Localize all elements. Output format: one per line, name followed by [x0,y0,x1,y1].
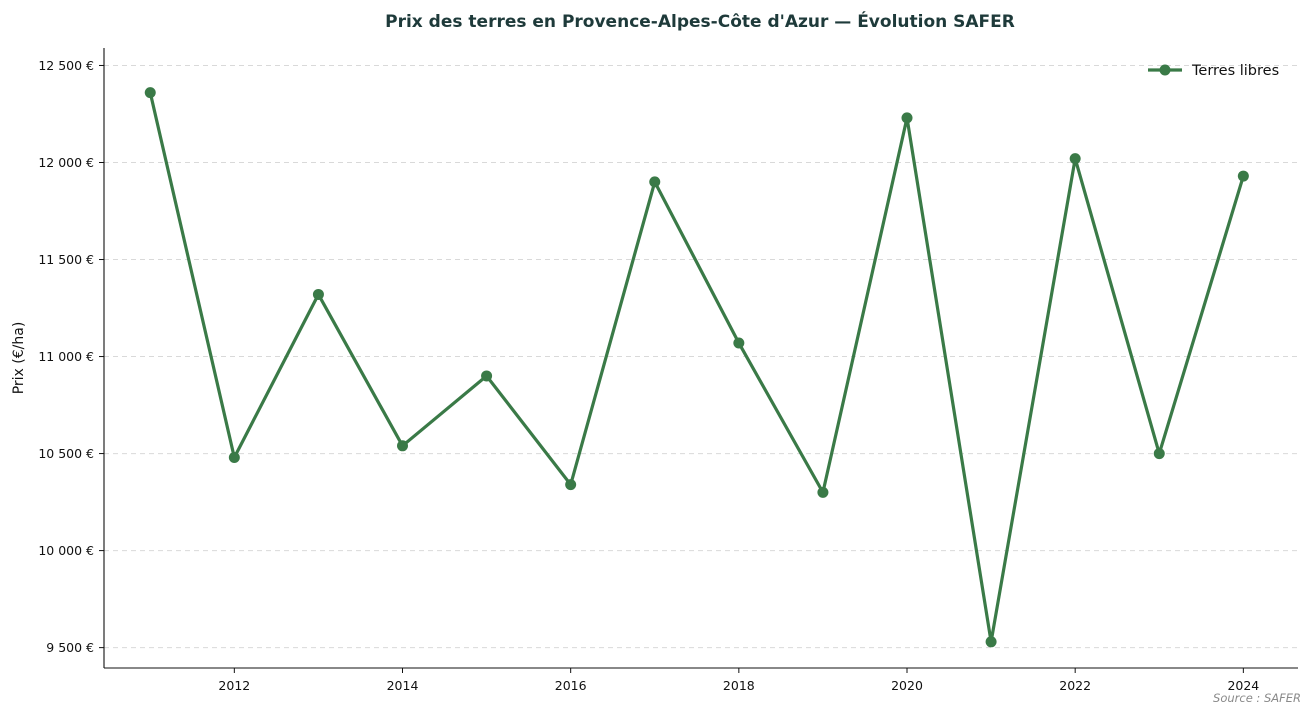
x-tick-label-2014: 2014 [387,678,419,693]
y-tick-label-11000: 11 000 € [38,349,94,364]
data-point-2023 [1153,448,1165,460]
series-line-0 [148,92,1245,643]
data-point-2011 [144,87,156,99]
x-tick-label-2012: 2012 [218,678,250,693]
legend: Terres libres [1148,63,1279,79]
x-tick-label-2024: 2024 [1227,678,1259,693]
data-point-2013 [312,288,324,300]
legend-marker-terres-libres [1159,64,1171,76]
legend-label-terres-libres: Terres libres [1191,63,1279,79]
y-tick-label-9500: 9 500 € [46,640,94,655]
data-point-2014 [397,440,408,452]
data-point-2015 [481,370,493,382]
data-point-2017 [649,176,661,188]
x-tick-label-2020: 2020 [891,678,923,693]
y-axis-label: Prix (€/ha) [11,322,27,395]
series-layer [144,87,1249,648]
data-point-2021 [985,636,997,648]
axes [103,48,1298,669]
data-point-2019 [817,486,829,498]
x-axis-ticks: 2012 2014 2016 2018 2020 2022 2024 [218,668,1259,693]
y-tick-label-12000: 12 000 € [38,155,94,170]
x-tick-label-2016: 2016 [555,678,587,693]
data-point-2024 [1237,170,1249,182]
x-tick-label-2018: 2018 [723,678,755,693]
data-point-2022 [1069,153,1081,165]
y-tick-label-11500: 11 500 € [38,252,94,267]
y-tick-label-10500: 10 500 € [38,446,94,461]
y-tick-label-10000: 10 000 € [38,543,94,558]
y-axis-ticks: 9 500 € 10 000 € 10 500 € 11 000 € 11 500 € 1… [38,58,104,655]
x-tick-label-2022: 2022 [1059,678,1091,693]
data-point-2018 [733,337,745,349]
chart-title: Prix des terres en Provence-Alpes-Côte d… [385,10,1015,32]
y-tick-label-12500: 12 500 € [38,58,94,73]
data-point-2020 [901,112,913,124]
data-point-2012 [228,451,240,463]
source-note: Source : SAFER [1213,691,1301,705]
gridlines [104,64,1298,649]
data-point-2016 [565,479,577,491]
